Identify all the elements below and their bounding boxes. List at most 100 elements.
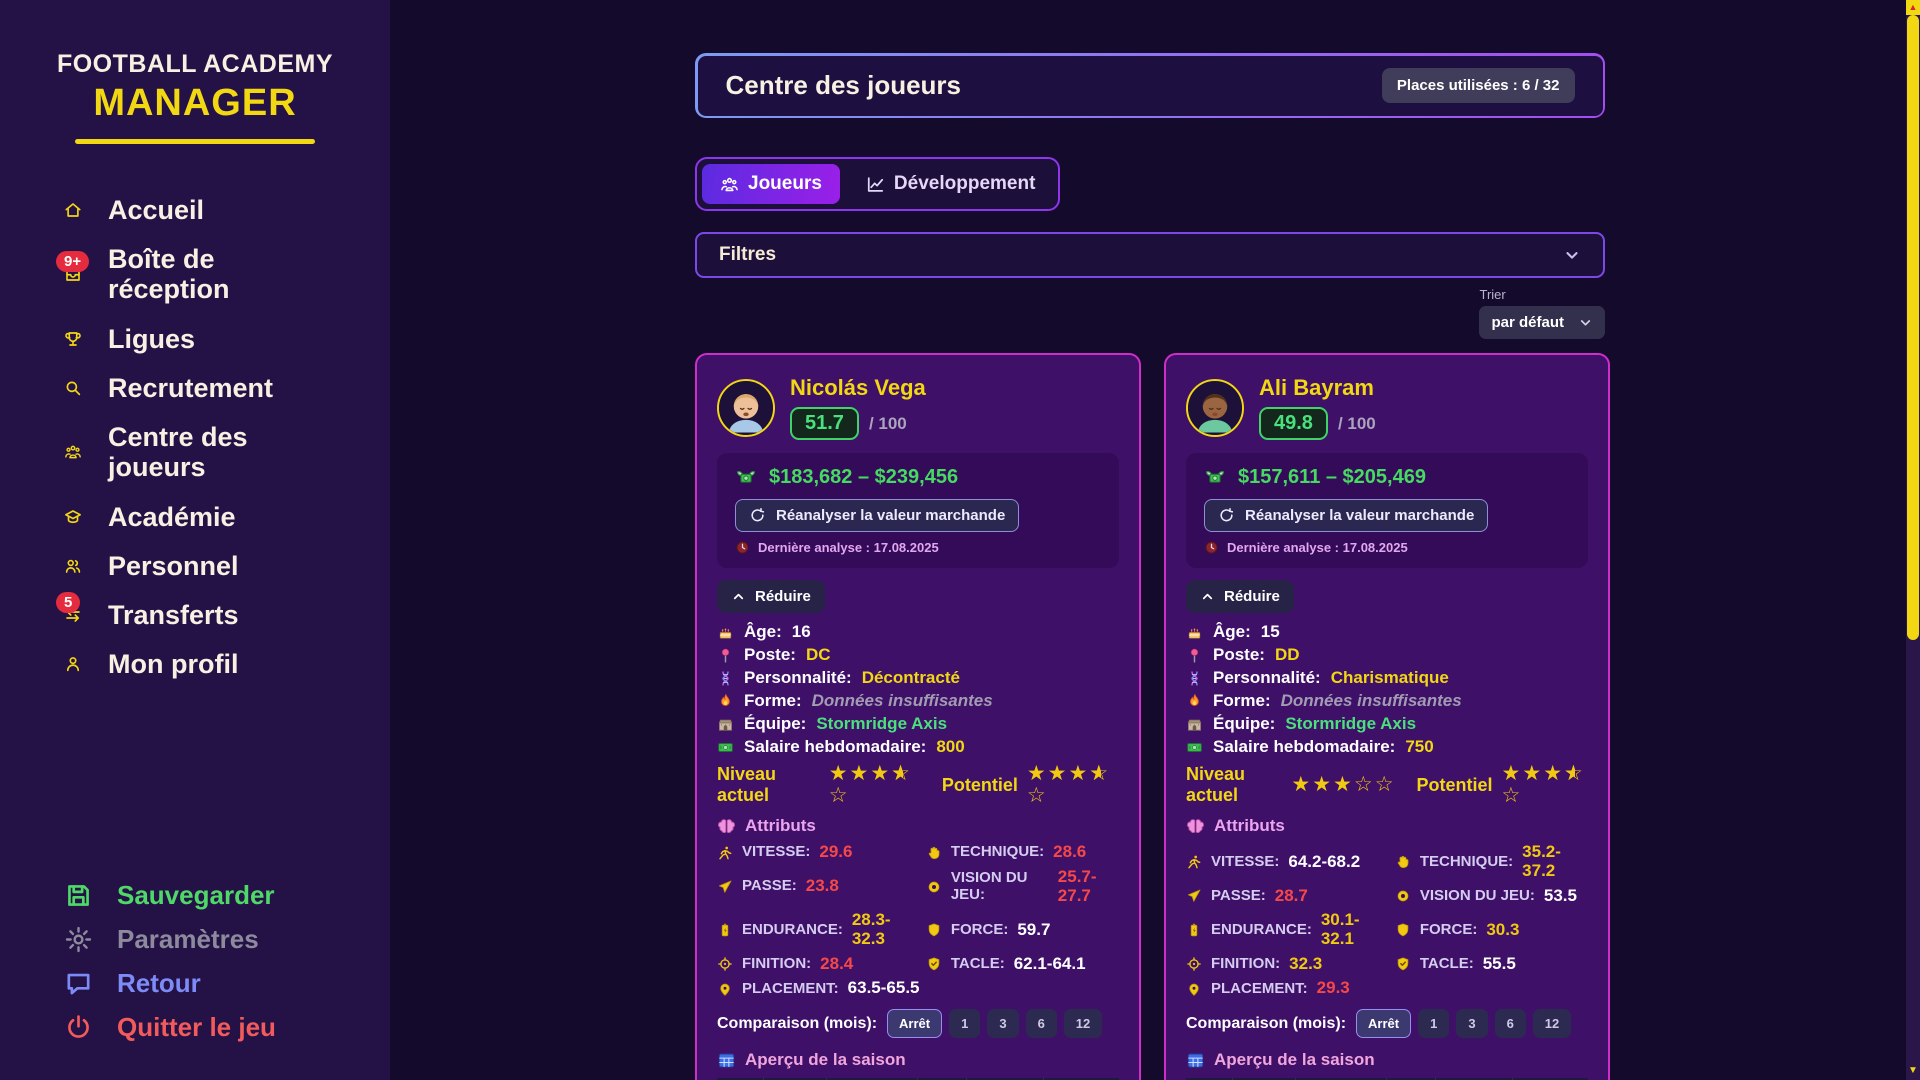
attribute-value: 32.3: [1289, 953, 1323, 973]
sidebar-item-mon-profil[interactable]: Mon profil: [64, 644, 390, 684]
sidebar-item-personnel[interactable]: Personnel: [64, 546, 390, 586]
attributes-grid: VITESSE: 29.6 TECHNIQUE: 28.6 PASSE: 23.8 VISI…: [717, 843, 1119, 998]
attribute-label: ENDURANCE:: [742, 920, 843, 938]
attribute-label: VISION DU JEU:: [950, 869, 1028, 903]
reanalyze-label: Réanalyser la valeur marchande: [1245, 507, 1475, 524]
scrollbar-down-arrow[interactable]: ▼: [1908, 1065, 1918, 1076]
comparison-option-arret[interactable]: Arrêt: [1356, 1009, 1412, 1039]
attribute-label: TECHNIQUE:: [950, 843, 1045, 861]
star-half: ★ ☆: [1564, 762, 1585, 786]
last-analysis: Dernière analyse : 17.08.2025: [1204, 540, 1570, 555]
tab-joueurs[interactable]: Joueurs: [702, 164, 840, 204]
sidebar-item-recrutement[interactable]: Recrutement: [64, 368, 390, 408]
player-detail-forme: Forme: Données insuffisantes: [1186, 691, 1588, 711]
detail-label: Forme:: [1213, 691, 1271, 711]
attribute-placement: PLACEMENT: 63.5-65.5: [717, 979, 920, 998]
collapse-button[interactable]: Réduire: [1186, 580, 1294, 613]
chevron-up-icon: [1200, 589, 1215, 604]
scrollbar-thumb[interactable]: [1907, 15, 1919, 640]
attribute-label: TACLE:: [1419, 954, 1474, 972]
comparison-option-1[interactable]: 1: [949, 1009, 981, 1039]
search-icon: [64, 379, 82, 397]
sidebar-item-ligues[interactable]: Ligues: [64, 319, 390, 359]
sidebar-item-label: Transferts: [108, 600, 239, 631]
player-name: Nicolás Vega: [790, 375, 926, 400]
season-column-moy: MOY: [1512, 1078, 1588, 1080]
comparison-option-12[interactable]: 12: [1532, 1009, 1572, 1039]
season-header: Aperçu de la saison: [1186, 1050, 1588, 1070]
dna-icon: [1186, 670, 1203, 687]
comparison-option-6[interactable]: 6: [1025, 1009, 1057, 1039]
sort-select[interactable]: par défaut: [1479, 306, 1605, 339]
scrollbar-up-arrow[interactable]: ▲: [1906, 0, 1920, 15]
notification-badge: 5: [56, 592, 81, 614]
attribute-label: TECHNIQUE:: [1419, 852, 1514, 870]
season-column-hdm: HDM: [1435, 1078, 1513, 1080]
sidebar-item-accueil[interactable]: Accueil: [64, 190, 390, 230]
star-empty: ☆: [1353, 773, 1375, 797]
sidebar-item-academie[interactable]: Académie: [64, 497, 390, 537]
detail-label: Âge:: [1213, 622, 1251, 641]
sidebar-item-sauvegarder[interactable]: Sauvegarder: [64, 880, 390, 910]
sidebar-item-parametres[interactable]: Paramètres: [64, 924, 390, 954]
cake-icon: [717, 624, 734, 641]
crosshair-icon: [1186, 956, 1202, 972]
comparison-option-3[interactable]: 3: [1456, 1009, 1488, 1039]
sidebar-item-retour[interactable]: Retour: [64, 968, 390, 998]
shield-icon: [926, 922, 942, 938]
star-half: ★ ☆: [1089, 762, 1111, 786]
detail-label: Équipe:: [1213, 714, 1276, 734]
comparison-option-arret[interactable]: Arrêt: [887, 1009, 943, 1039]
attributes-header: Attributs: [1186, 816, 1588, 836]
reanalyze-market-value-button[interactable]: Réanalyser la valeur marchande: [1204, 499, 1489, 532]
sidebar-item-quitter-le-jeu[interactable]: Quitter le jeu: [64, 1012, 390, 1042]
attribute-vision-du-jeu: VISION DU JEU: 25.7-27.7: [926, 867, 1119, 905]
collapse-button[interactable]: Réduire: [717, 580, 825, 613]
attribute-label: PLACEMENT:: [1211, 979, 1308, 997]
attributes-grid: VITESSE: 64.2-68.2 TECHNIQUE: 35.2-37.2 PASS…: [1186, 842, 1588, 998]
reanalyze-market-value-button[interactable]: Réanalyser la valeur marchande: [735, 499, 1020, 532]
attribute-value: 29.6: [819, 842, 853, 862]
player-detail-poste: Poste: DD: [1186, 645, 1588, 665]
detail-value: 750: [1405, 737, 1434, 757]
sidebar-item-transferts[interactable]: 5 Transferts: [56, 592, 390, 635]
sidebar-item-label: Académie: [108, 501, 236, 532]
player-detail-age: Âge: 16: [717, 622, 1119, 642]
star-full: ★: [1522, 762, 1544, 786]
detail-value: Stormridge Axis: [816, 714, 948, 734]
tab-developpement[interactable]: Développement: [848, 164, 1053, 204]
shield-check-icon: [1395, 956, 1411, 972]
sort-label: Trier: [1479, 287, 1506, 302]
star-full: ★: [1026, 762, 1048, 786]
attribute-value: 29.3: [1316, 978, 1350, 998]
collapse-label: Réduire: [755, 588, 811, 605]
sidebar-item-centre-des-joueurs[interactable]: Centre des joueurs: [64, 417, 390, 487]
star-full: ★: [1291, 773, 1313, 797]
attribute-label: PASSE:: [1211, 886, 1266, 904]
sidebar-item-boite-de-reception[interactable]: 9+ Boîte de réception: [56, 239, 390, 309]
star-full: ★: [1068, 762, 1090, 786]
player-detail-forme: Forme: Données insuffisantes: [717, 691, 1119, 711]
fire-icon: [717, 693, 734, 710]
season-column-hdm: HDM: [966, 1078, 1044, 1080]
comparison-row: Comparaison (mois): Arrêt 1 3 6 12: [717, 1009, 1119, 1039]
detail-value: DC: [805, 645, 831, 665]
attribute-value: 53.5: [1543, 885, 1577, 905]
detail-value: 16: [791, 622, 811, 641]
current-level-label: Niveau actuel: [717, 764, 777, 806]
comparison-option-12[interactable]: 12: [1063, 1009, 1103, 1039]
stars-row: Niveau actuel ★★★ ★ ☆☆ Potentiel ★★★ ★ ☆☆: [717, 763, 1119, 807]
comparison-option-3[interactable]: 3: [987, 1009, 1019, 1039]
attribute-value: 28.3-32.3: [851, 910, 891, 949]
last-analysis-text: Dernière analyse : 17.08.2025: [758, 540, 939, 555]
detail-value: Données insuffisantes: [811, 691, 993, 711]
gear-icon: [64, 925, 93, 954]
comparison-option-6[interactable]: 6: [1494, 1009, 1526, 1039]
page-scrollbar[interactable]: ▲ ▼: [1906, 0, 1920, 1080]
attribute-value: 62.1-64.1: [1013, 953, 1086, 973]
filters-panel[interactable]: Filtres: [695, 232, 1605, 278]
star-empty: ☆: [1026, 784, 1048, 808]
comparison-option-1[interactable]: 1: [1418, 1009, 1450, 1039]
attribute-tacle: TACLE: 62.1-64.1: [926, 953, 1119, 974]
target-icon: [926, 879, 942, 895]
